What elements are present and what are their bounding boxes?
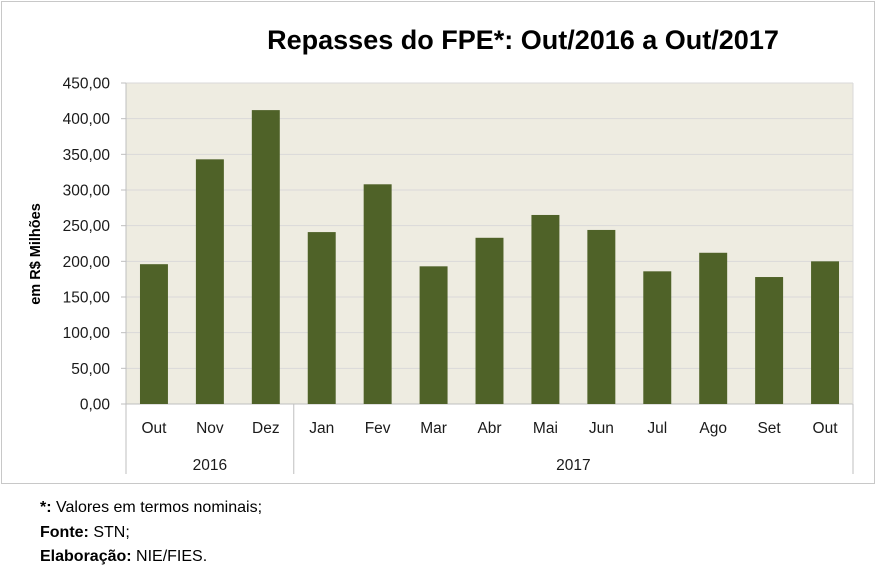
bar-jun-8 — [587, 229, 616, 404]
footnote-author: Elaboração: NIE/FIES. — [40, 545, 262, 570]
bar-ago-10 — [699, 252, 728, 404]
x-tick-label: Mar — [420, 420, 447, 437]
x-tick-label: Nov — [196, 420, 224, 437]
y-tick-label: 200,00 — [63, 254, 111, 271]
x-tick-label: Abr — [477, 420, 501, 437]
footnote-author-text: NIE/FIES. — [131, 548, 208, 565]
footnote-asterisk: *: Valores em termos nominais; — [40, 496, 262, 521]
footnote-source-text: STN; — [88, 523, 130, 541]
x-axis-ticks: Out Nov Dez Jan Fev Mar Abr Mai Jun Jul Ago Set Out — [141, 420, 838, 437]
bar-nov-1 — [195, 159, 224, 404]
footnote-asterisk-text: Valores em termos nominais; — [51, 499, 263, 516]
x-tick-label: Out — [813, 420, 839, 437]
y-tick-label: 450,00 — [63, 76, 111, 93]
bar-fev-4 — [363, 184, 392, 404]
y-tick-label: 150,00 — [63, 290, 111, 307]
x-tick-label: Jul — [647, 420, 667, 437]
bar-out-0 — [139, 264, 168, 404]
x-tick-label: Mai — [533, 420, 558, 437]
footnotes: *: Valores em termos nominais; Fonte: ST… — [40, 496, 262, 570]
chart-title: Repasses do FPE*: Out/2016 a Out/2017 — [267, 25, 779, 55]
bar-abr-6 — [475, 237, 504, 404]
footnote-author-key: Elaboração: — [40, 548, 132, 565]
y-tick-label: 0,00 — [80, 397, 111, 414]
y-tick-label: 100,00 — [63, 325, 111, 342]
x-tick-label: Set — [757, 420, 781, 437]
x-tick-label: Dez — [252, 420, 280, 437]
bar-out-12 — [811, 261, 840, 404]
footnote-source: Fonte: STN; — [40, 521, 262, 546]
group-label-2017: 2017 — [556, 457, 590, 474]
x-tick-label: Fev — [365, 420, 391, 437]
y-tick-label: 400,00 — [63, 111, 111, 128]
x-tick-label: Ago — [699, 420, 727, 437]
y-tick-label: 250,00 — [63, 218, 111, 235]
y-axis-ticks: 0,00 50,00 100,00 150,00 200,00 250,00 300,00 3… — [63, 76, 127, 414]
y-axis-label: em R$ Milhões — [28, 203, 44, 305]
footnote-asterisk-key: *: — [40, 499, 52, 516]
footnote-source-key: Fonte: — [40, 523, 89, 541]
group-label-2016: 2016 — [193, 457, 227, 474]
x-tick-label: Out — [141, 420, 167, 437]
bar-set-11 — [755, 277, 784, 404]
x-tick-label: Jun — [589, 420, 614, 437]
bar-chart: Repasses do FPE*: Out/2016 a Out/2017 0,… — [28, 25, 854, 474]
bars — [139, 110, 840, 405]
bar-jul-9 — [643, 271, 672, 404]
y-tick-label: 350,00 — [63, 147, 111, 164]
bar-dez-2 — [251, 110, 280, 405]
bar-jan-3 — [307, 232, 336, 404]
y-tick-label: 50,00 — [71, 361, 110, 378]
bar-mai-7 — [531, 214, 560, 404]
y-tick-label: 300,00 — [63, 183, 111, 200]
bar-mar-5 — [419, 266, 448, 404]
x-tick-label: Jan — [309, 420, 334, 437]
x-axis-groups: 2016 2017 — [125, 404, 854, 474]
